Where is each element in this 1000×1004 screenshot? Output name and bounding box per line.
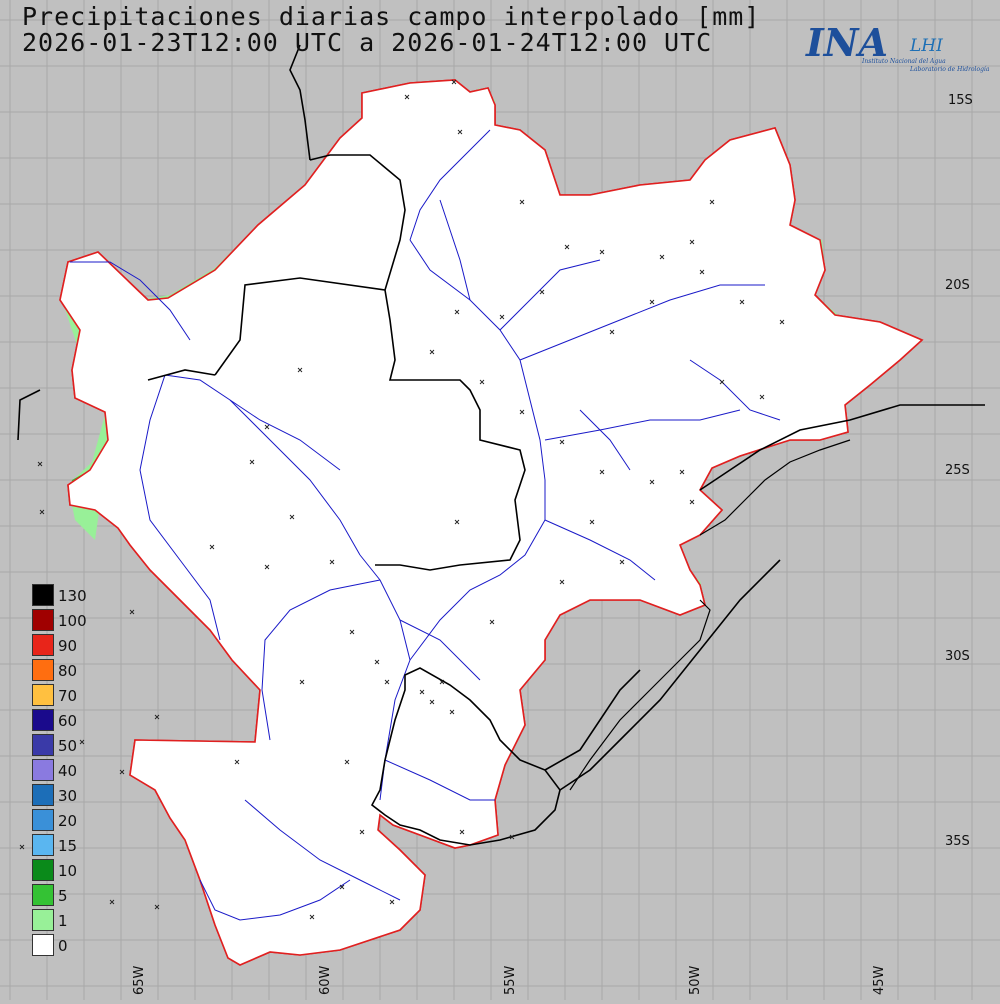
legend-swatch — [32, 734, 54, 756]
legend-swatch — [32, 934, 54, 956]
longitude-label: 55W — [503, 965, 518, 995]
legend-label: 90 — [58, 637, 78, 655]
longitude-label: 45W — [872, 965, 887, 995]
latitude-label: 20S — [945, 278, 970, 293]
rivers — [70, 129, 781, 921]
legend-label: 30 — [58, 787, 78, 805]
legend-swatch — [32, 609, 54, 631]
ina-lhi-logo: INA LHI Instituto Nacional del Agua Labo… — [800, 8, 989, 88]
latitude-label: 30S — [945, 649, 970, 664]
legend-label: 80 — [58, 662, 78, 680]
legend-swatch — [32, 759, 54, 781]
legend-label: 70 — [58, 687, 78, 705]
legend-label: 15 — [58, 837, 78, 855]
legend-swatch — [32, 584, 54, 606]
legend-swatch — [32, 709, 54, 731]
legend-label: 5 — [58, 887, 68, 905]
latitude-label: 35S — [945, 834, 970, 849]
logo-subtitle: Laboratorio de Hidrología — [910, 66, 990, 73]
legend-label: 1 — [58, 912, 68, 930]
logo-lhi-text: LHI — [910, 36, 943, 56]
longitude-label: 65W — [132, 965, 147, 995]
legend-swatch — [32, 834, 54, 856]
logo-ina-text: INA — [806, 20, 888, 65]
latitude-label: 25S — [945, 463, 970, 478]
legend-label: 20 — [58, 812, 78, 830]
latitude-label: 15S — [948, 93, 973, 108]
station-markers — [19, 79, 785, 920]
map-title: Precipitaciones diarias campo interpolad… — [22, 2, 761, 31]
legend-swatch — [32, 634, 54, 656]
longitude-label: 60W — [318, 965, 333, 995]
legend-swatch — [32, 884, 54, 906]
longitude-label: 50W — [688, 965, 703, 995]
legend-label: 50 — [58, 737, 78, 755]
legend-label: 0 — [58, 937, 68, 955]
legend-swatch — [32, 784, 54, 806]
legend-swatch — [32, 659, 54, 681]
legend-swatch — [32, 859, 54, 881]
legend-swatch — [32, 909, 54, 931]
legend-swatch — [32, 809, 54, 831]
legend-label: 60 — [58, 712, 78, 730]
logo-subtitle: Instituto Nacional del Agua — [862, 58, 946, 65]
map-period: 2026-01-23T12:00 UTC a 2026-01-24T12:00 … — [22, 28, 713, 57]
coastline — [569, 439, 851, 791]
legend-label: 100 — [58, 612, 87, 630]
legend-label: 40 — [58, 762, 78, 780]
legend-swatch — [32, 684, 54, 706]
legend-label: 130 — [58, 587, 87, 605]
country-borders — [17, 44, 985, 846]
legend-label: 10 — [58, 862, 78, 880]
